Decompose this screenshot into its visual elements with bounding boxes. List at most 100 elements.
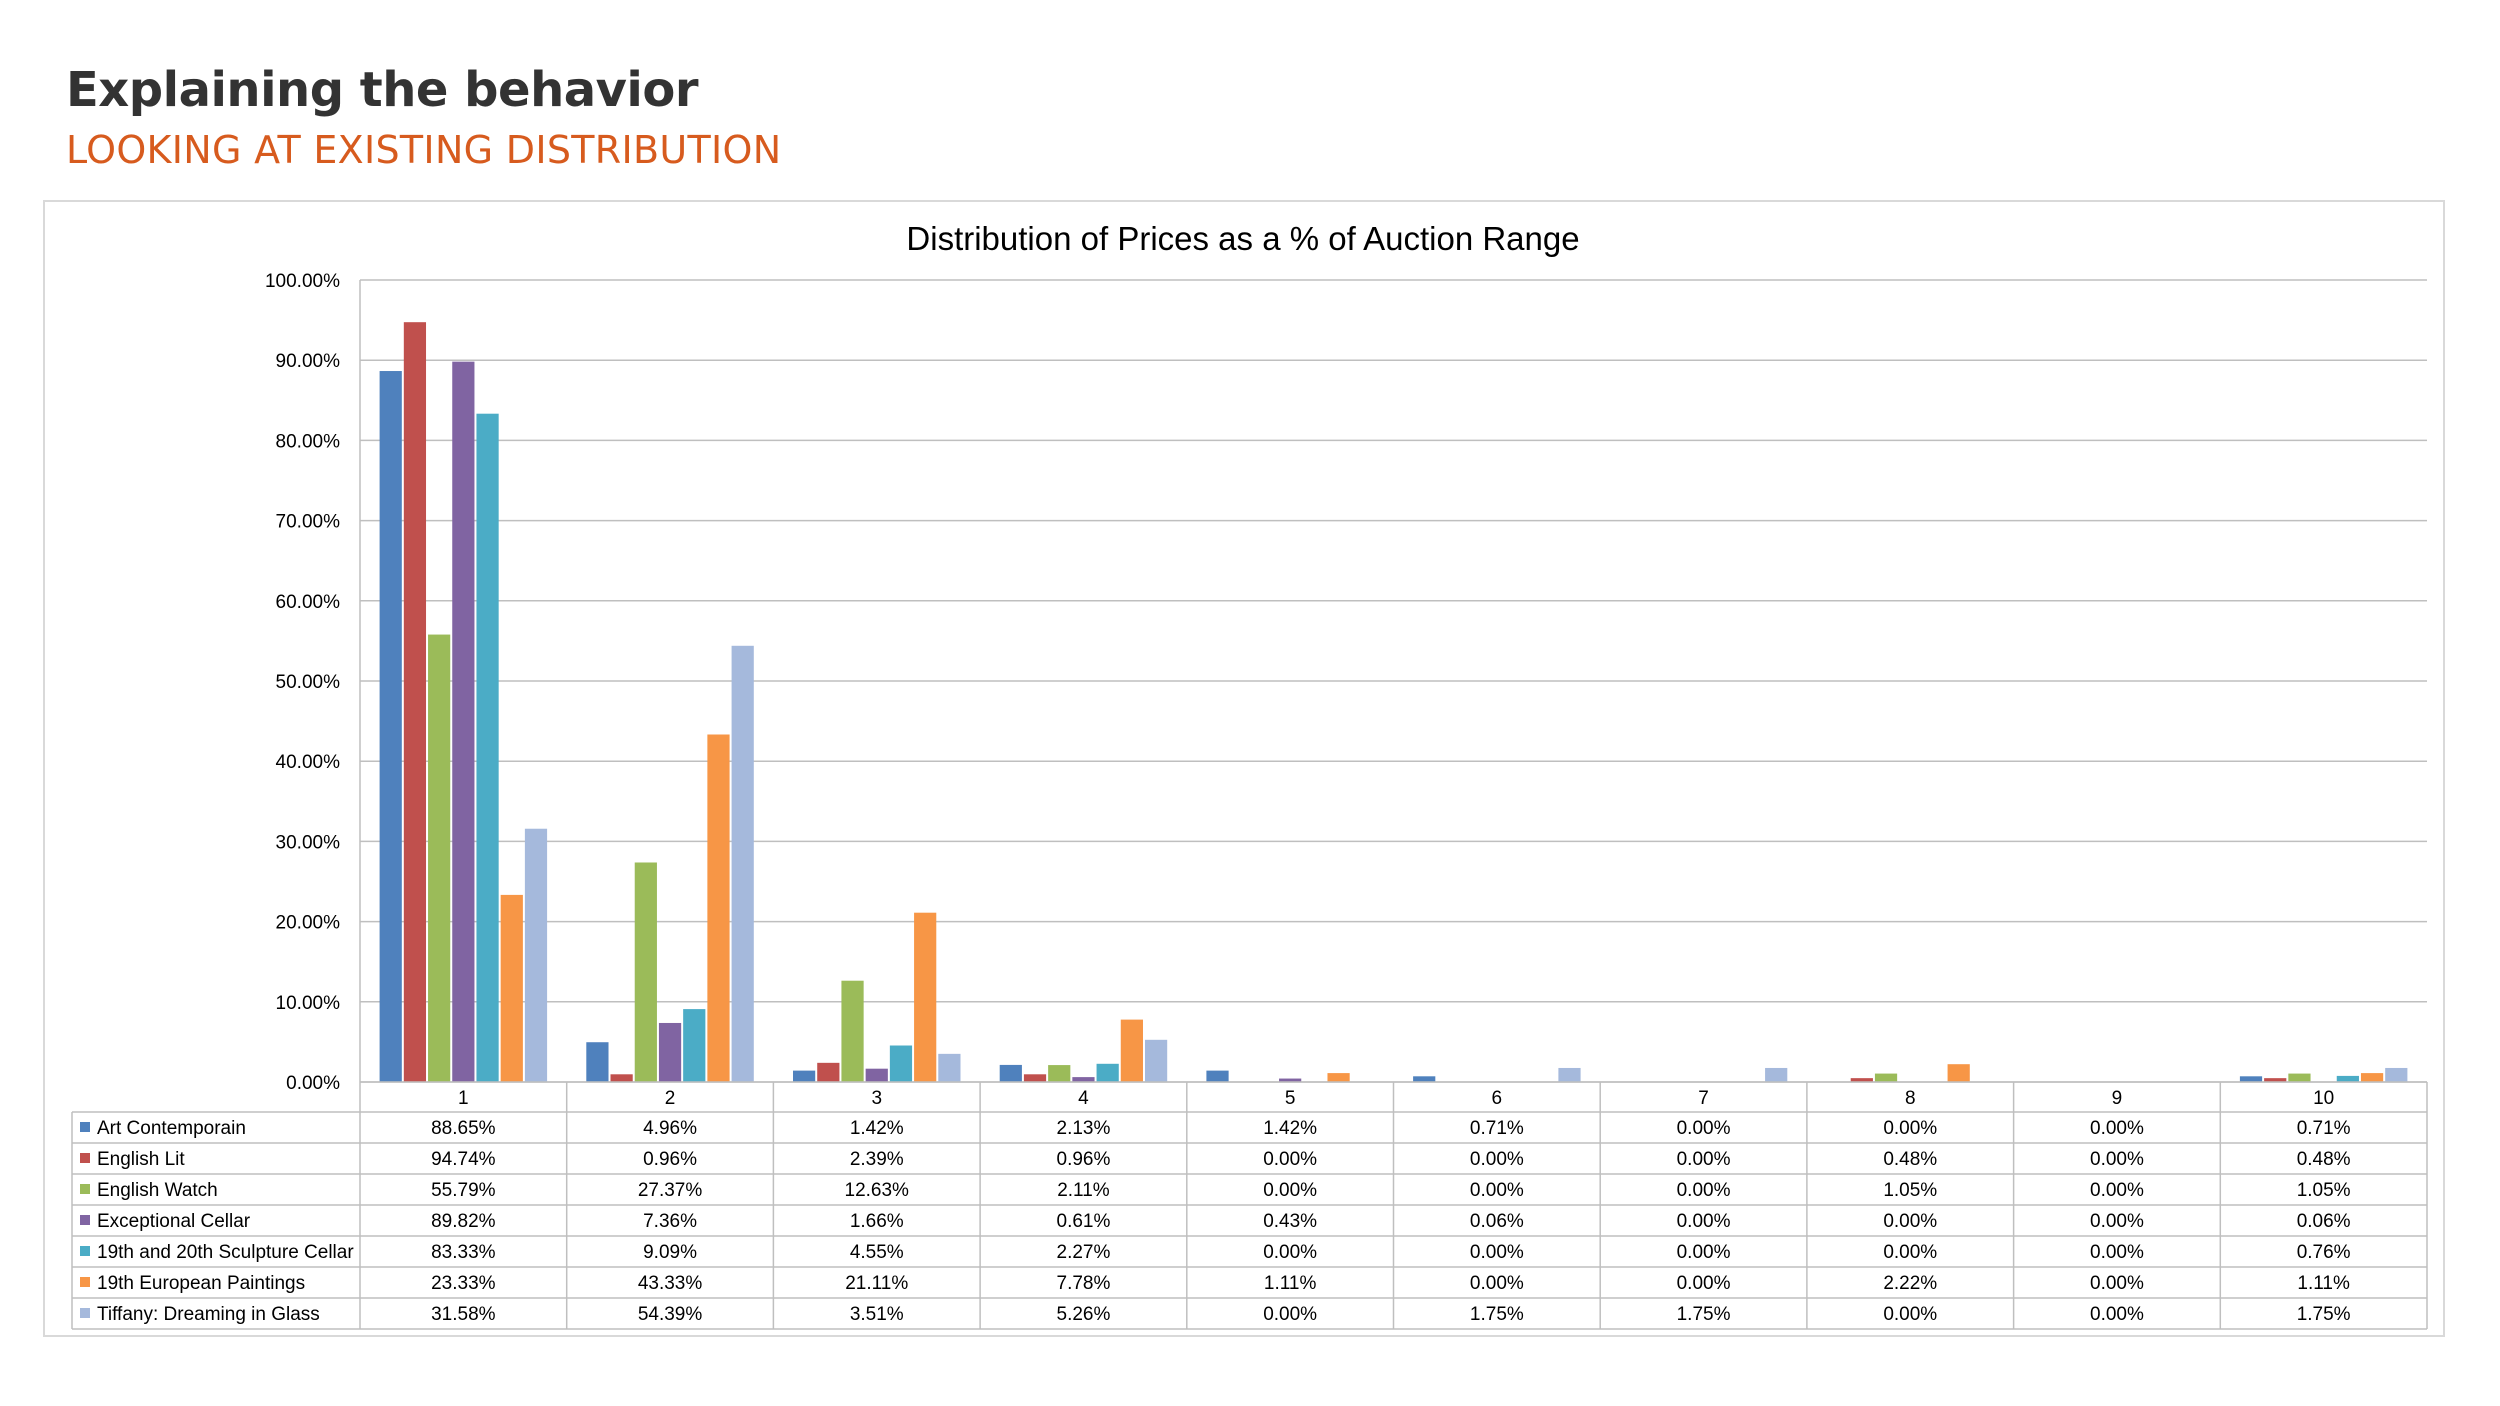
bar-19th-european-paintings-5: [1327, 1073, 1350, 1082]
bar-english-watch-2: [634, 862, 657, 1082]
x-tick-label: 7: [1698, 1088, 1709, 1109]
legend-key-19th-european-paintings: [80, 1277, 90, 1287]
bar-19th-european-paintings-2: [707, 734, 730, 1082]
data-label: 0.00%: [1883, 1118, 1937, 1139]
data-label: 2.27%: [1057, 1242, 1111, 1263]
y-tick-label: 80.00%: [276, 431, 341, 452]
bar-english-lit-4: [1023, 1074, 1047, 1082]
data-label: 7.36%: [643, 1211, 697, 1232]
data-label: 0.00%: [2090, 1304, 2144, 1325]
data-label: 55.79%: [431, 1180, 496, 1201]
bar-english-watch-8: [1874, 1073, 1898, 1082]
data-label: 2.22%: [1883, 1273, 1937, 1294]
bar-exceptional-cellar-5: [1279, 1078, 1302, 1082]
bar-art-contemporain-1: [379, 371, 402, 1082]
bar-tiffany-dreaming-in-glass-6: [1558, 1067, 1581, 1082]
bar-english-lit-10: [2264, 1078, 2287, 1082]
legend-key-tiffany-dreaming-in-glass: [80, 1308, 90, 1318]
slide-subtitle: LOOKING AT EXISTING DISTRIBUTION: [66, 128, 782, 172]
legend-label: 19th and 20th Sculpture Cellar: [97, 1242, 354, 1263]
data-label: 0.00%: [2090, 1211, 2144, 1232]
bar-art-contemporain-3: [793, 1070, 816, 1082]
chart-title: Distribution of Prices as a % of Auction…: [906, 220, 1579, 257]
bar-art-contemporain-2: [586, 1042, 609, 1082]
bar-english-lit-8: [1850, 1078, 1873, 1082]
bar-19th-european-paintings-1: [500, 894, 523, 1082]
bar-tiffany-dreaming-in-glass-1: [524, 828, 548, 1082]
y-tick-label: 0.00%: [286, 1073, 340, 1094]
data-label: 0.76%: [2297, 1242, 2351, 1263]
x-tick-label: 4: [1078, 1088, 1089, 1109]
data-label: 1.42%: [850, 1118, 904, 1139]
bar-19th-and-20th-sculpture-cellar-2: [683, 1009, 706, 1082]
data-label: 12.63%: [845, 1180, 910, 1201]
bar-tiffany-dreaming-in-glass-7: [1765, 1067, 1788, 1082]
data-label: 0.00%: [2090, 1118, 2144, 1139]
legend-key-exceptional-cellar: [80, 1215, 90, 1225]
legend-key-19th-and-20th-sculpture-cellar: [80, 1246, 90, 1256]
data-label: 1.05%: [1883, 1180, 1937, 1201]
slide-title: Explaining the behavior: [66, 62, 699, 118]
legend-key-english-watch: [80, 1184, 90, 1194]
bar-19th-european-paintings-10: [2360, 1073, 2384, 1082]
legend-label: English Watch: [97, 1180, 218, 1201]
data-label: 0.00%: [2090, 1180, 2144, 1201]
data-label: 3.51%: [850, 1304, 904, 1325]
bar-tiffany-dreaming-in-glass-4: [1144, 1039, 1168, 1082]
bar-english-watch-10: [2288, 1073, 2311, 1082]
data-label: 0.00%: [1263, 1242, 1317, 1263]
bar-chart: Distribution of Prices as a % of Auction…: [71, 220, 2428, 1330]
data-label: 1.75%: [1470, 1304, 1524, 1325]
y-tick-label: 90.00%: [276, 351, 341, 372]
bar-art-contemporain-6: [1413, 1076, 1436, 1082]
data-label: 0.00%: [2090, 1273, 2144, 1294]
legend-label: English Lit: [97, 1149, 185, 1170]
x-tick-label: 3: [871, 1088, 882, 1109]
y-tick-label: 40.00%: [276, 752, 341, 773]
bar-exceptional-cellar-4: [1072, 1077, 1095, 1082]
data-label: 0.00%: [1263, 1149, 1317, 1170]
data-label: 43.33%: [638, 1273, 703, 1294]
bar-19th-european-paintings-4: [1120, 1019, 1143, 1082]
bar-19th-and-20th-sculpture-cellar-1: [476, 413, 499, 1082]
data-label: 1.42%: [1263, 1118, 1317, 1139]
data-label: 7.78%: [1057, 1273, 1111, 1294]
x-tick-label: 2: [665, 1088, 676, 1109]
data-label: 5.26%: [1057, 1304, 1111, 1325]
bar-tiffany-dreaming-in-glass-3: [938, 1053, 961, 1082]
x-tick-label: 8: [1905, 1088, 1916, 1109]
bar-english-lit-3: [817, 1062, 840, 1082]
data-label: 1.05%: [2297, 1180, 2351, 1201]
data-label: 0.00%: [1883, 1304, 1937, 1325]
data-label: 0.96%: [1057, 1149, 1111, 1170]
x-tick-label: 1: [458, 1088, 469, 1109]
data-label: 0.48%: [2297, 1149, 2351, 1170]
bar-19th-and-20th-sculpture-cellar-10: [2336, 1075, 2359, 1082]
data-label: 4.55%: [850, 1242, 904, 1263]
x-tick-label: 10: [2313, 1088, 2334, 1109]
data-label: 9.09%: [643, 1242, 697, 1263]
data-label: 88.65%: [431, 1118, 496, 1139]
data-label: 0.00%: [1677, 1242, 1731, 1263]
data-label: 23.33%: [431, 1273, 496, 1294]
data-label: 0.00%: [1470, 1242, 1524, 1263]
data-label: 0.00%: [1677, 1118, 1731, 1139]
x-tick-label: 6: [1492, 1088, 1503, 1109]
data-label: 0.00%: [1883, 1211, 1937, 1232]
bar-19th-and-20th-sculpture-cellar-4: [1096, 1063, 1119, 1082]
data-label: 1.75%: [2297, 1304, 2351, 1325]
bar-english-lit-1: [403, 322, 427, 1083]
data-label: 0.43%: [1263, 1211, 1317, 1232]
data-label: 89.82%: [431, 1211, 496, 1232]
data-label: 31.58%: [431, 1304, 496, 1325]
data-label: 0.96%: [643, 1149, 697, 1170]
legend-key-english-lit: [80, 1153, 90, 1163]
bar-english-lit-2: [610, 1074, 633, 1082]
data-label: 0.00%: [1883, 1242, 1937, 1263]
data-label: 0.00%: [1470, 1180, 1524, 1201]
bar-19th-european-paintings-8: [1947, 1064, 1970, 1082]
data-label: 0.06%: [1470, 1211, 1524, 1232]
bar-19th-european-paintings-3: [914, 912, 937, 1082]
bar-english-watch-1: [428, 634, 451, 1082]
data-label: 83.33%: [431, 1242, 496, 1263]
